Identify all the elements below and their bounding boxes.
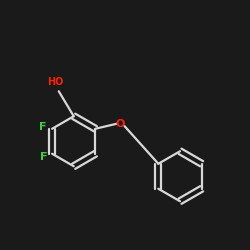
Text: F: F xyxy=(39,122,46,132)
Text: F: F xyxy=(40,152,47,162)
Text: O: O xyxy=(116,119,125,129)
Text: HO: HO xyxy=(47,77,63,87)
